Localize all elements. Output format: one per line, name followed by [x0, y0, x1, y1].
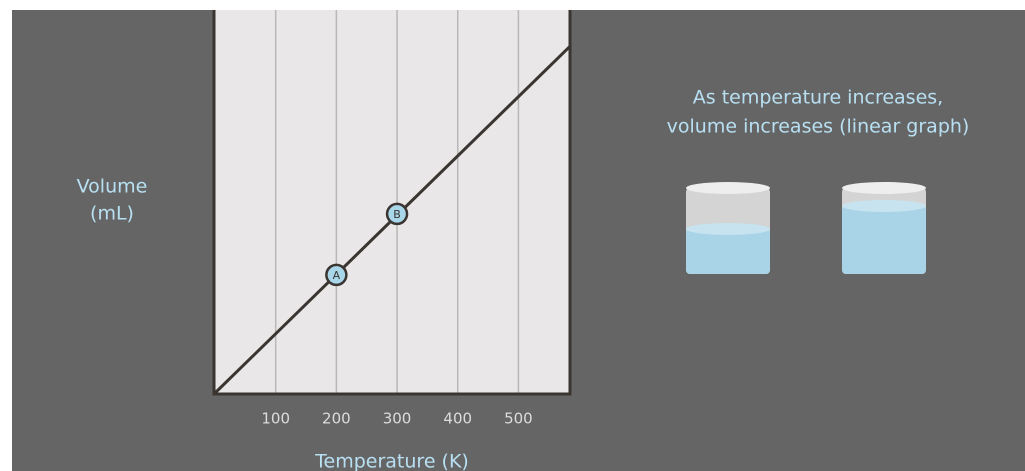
x-label: Temperature (K): [314, 451, 469, 471]
beaker-large: [842, 182, 926, 274]
x-tick-label: 500: [504, 410, 533, 428]
point-label: B: [393, 208, 401, 221]
page: {"chart_data": {"type": "line", "y_label…: [0, 0, 1025, 471]
x-tick-label: 100: [261, 410, 290, 428]
point-label: A: [333, 269, 341, 282]
x-tick-label: 400: [443, 410, 472, 428]
y-label: Volume: [77, 176, 148, 198]
annotation: volume increases (linear graph): [667, 116, 970, 138]
y-label: (mL): [90, 203, 134, 225]
x-tick-label: 200: [322, 410, 351, 428]
chart: Volume (mL) Temperature (K) As temperatu…: [0, 0, 1025, 471]
x-tick-label: 300: [383, 410, 412, 428]
beaker-small: [686, 182, 770, 274]
annotation: As temperature increases,: [693, 87, 943, 109]
plot-area: [214, 10, 570, 394]
